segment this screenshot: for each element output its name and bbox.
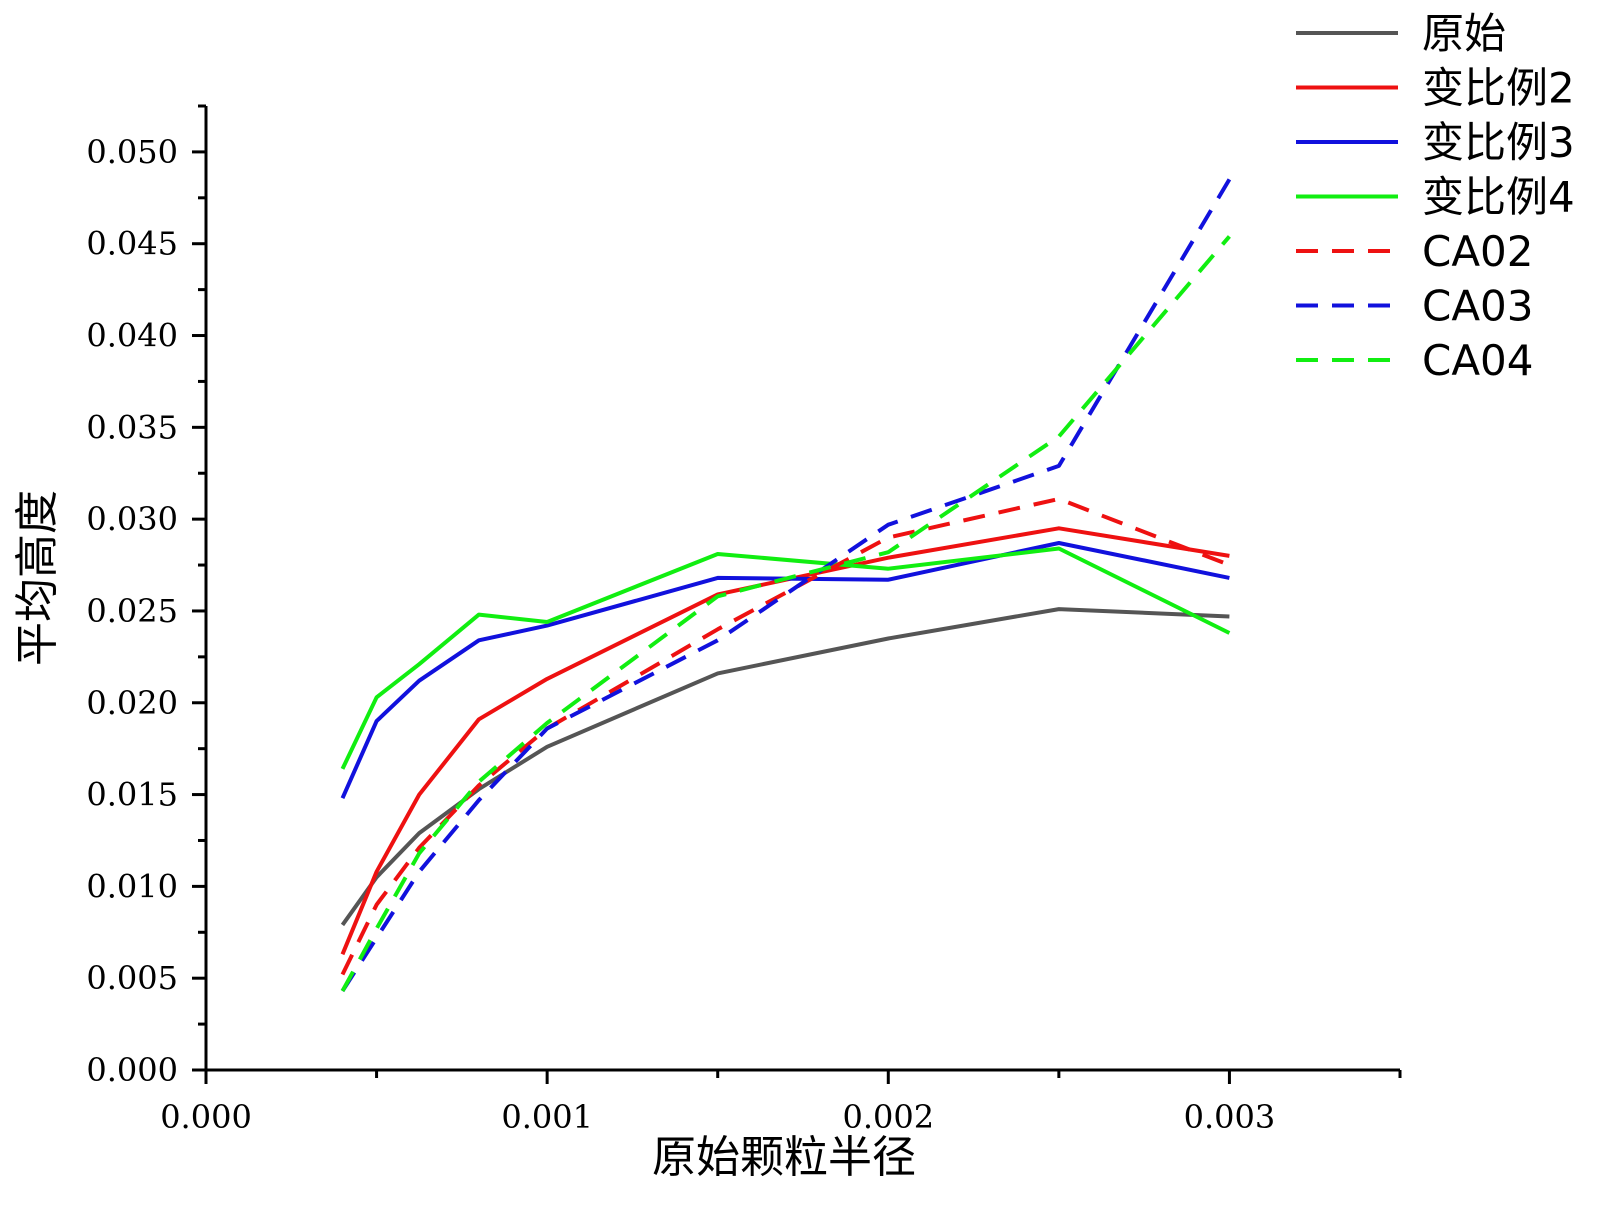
- x-tick-label: 0.002: [842, 1098, 934, 1136]
- y-tick-label: 0.000: [86, 1051, 178, 1089]
- x-tick-label: 0.001: [501, 1098, 593, 1136]
- series-line-7: [340, 235, 1231, 992]
- series-line-6: [340, 178, 1232, 993]
- y-tick-label: 0.020: [86, 684, 178, 722]
- legend-label: CA03: [1422, 282, 1534, 331]
- legend-label: CA02: [1422, 227, 1534, 276]
- x-axis-title: 原始颗粒半径: [652, 1132, 916, 1183]
- y-tick-label: 0.010: [86, 867, 178, 905]
- axes: 0.000 0.005 0.010 0.015 0.020 0.025 0.030 0.035…: [86, 104, 1402, 1136]
- y-tick-label: 0.005: [86, 959, 178, 997]
- y-axis-title: 平均高度: [12, 490, 63, 666]
- series-line-4: [340, 546, 1231, 770]
- series-layer: [340, 178, 1232, 993]
- y-tick-label: 0.050: [86, 133, 178, 171]
- y-tick-label: 0.015: [86, 776, 178, 814]
- legend-label: 变比例4: [1422, 173, 1575, 222]
- legend-label: 原始: [1422, 9, 1506, 58]
- series-line-2: [340, 526, 1230, 956]
- y-tick-label: 0.045: [86, 225, 178, 263]
- legend-label: CA04: [1422, 336, 1534, 385]
- y-tick-label: 0.035: [86, 408, 178, 446]
- x-tick-label: 0.000: [160, 1098, 252, 1136]
- y-tick-label: 0.030: [86, 500, 178, 538]
- legend-label: 变比例2: [1422, 64, 1575, 113]
- series-line-5: [340, 496, 1231, 976]
- series-line-1: [340, 607, 1230, 927]
- x-tick-label: 0.003: [1184, 1098, 1276, 1136]
- legend-label: 变比例3: [1422, 118, 1575, 167]
- y-tick-label: 0.025: [86, 592, 178, 630]
- y-tick-label: 0.040: [86, 317, 178, 355]
